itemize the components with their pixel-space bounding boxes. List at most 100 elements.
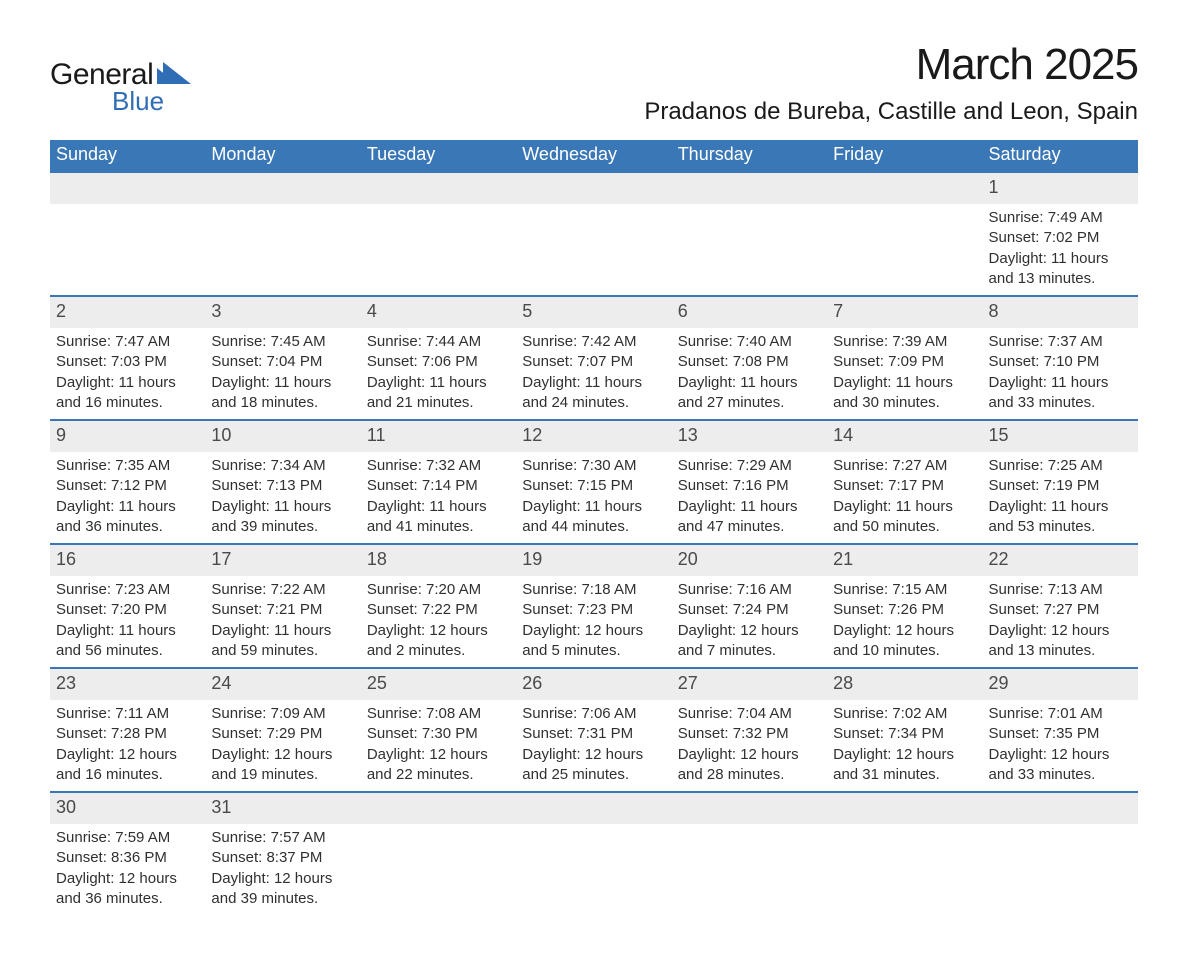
daylight-line-2: and 16 minutes. bbox=[56, 765, 199, 785]
daylight-line-2: and 27 minutes. bbox=[678, 393, 821, 413]
day-body-cell: Sunrise: 7:18 AMSunset: 7:23 PMDaylight:… bbox=[516, 576, 671, 667]
day-header: Tuesday bbox=[361, 140, 516, 171]
day-number-cell bbox=[827, 793, 982, 824]
day-body-cell: Sunrise: 7:08 AMSunset: 7:30 PMDaylight:… bbox=[361, 700, 516, 791]
sunrise-text: Sunrise: 7:37 AM bbox=[989, 332, 1132, 352]
day-number: 15 bbox=[989, 425, 1009, 445]
daylight-line-1: Daylight: 11 hours bbox=[678, 373, 821, 393]
day-number-cell: 23 bbox=[50, 669, 205, 700]
daylight-line-2: and 13 minutes. bbox=[989, 641, 1132, 661]
day-body-cell bbox=[827, 204, 982, 295]
day-number: 23 bbox=[56, 673, 76, 693]
daylight-line-1: Daylight: 11 hours bbox=[56, 621, 199, 641]
day-body-cell bbox=[205, 204, 360, 295]
day-number: 3 bbox=[211, 301, 221, 321]
daylight-line-2: and 47 minutes. bbox=[678, 517, 821, 537]
day-number-cell: 20 bbox=[672, 545, 827, 576]
daylight-line-1: Daylight: 11 hours bbox=[211, 373, 354, 393]
day-body-cell: Sunrise: 7:57 AMSunset: 8:37 PMDaylight:… bbox=[205, 824, 360, 915]
day-number: 9 bbox=[56, 425, 66, 445]
sunset-text: Sunset: 7:02 PM bbox=[989, 228, 1132, 248]
sunrise-text: Sunrise: 7:44 AM bbox=[367, 332, 510, 352]
day-header: Wednesday bbox=[516, 140, 671, 171]
daylight-line-2: and 24 minutes. bbox=[522, 393, 665, 413]
day-number: 26 bbox=[522, 673, 542, 693]
sunrise-text: Sunrise: 7:04 AM bbox=[678, 704, 821, 724]
day-body-cell: Sunrise: 7:34 AMSunset: 7:13 PMDaylight:… bbox=[205, 452, 360, 543]
day-number-cell bbox=[361, 173, 516, 204]
sunset-text: Sunset: 7:12 PM bbox=[56, 476, 199, 496]
day-number-cell bbox=[672, 793, 827, 824]
day-number: 18 bbox=[367, 549, 387, 569]
sunset-text: Sunset: 7:26 PM bbox=[833, 600, 976, 620]
day-body-cell bbox=[361, 824, 516, 915]
calendar-body-row: Sunrise: 7:47 AMSunset: 7:03 PMDaylight:… bbox=[50, 328, 1138, 419]
sunset-text: Sunset: 7:03 PM bbox=[56, 352, 199, 372]
day-number: 22 bbox=[989, 549, 1009, 569]
day-header: Sunday bbox=[50, 140, 205, 171]
calendar-daynum-row: 16171819202122 bbox=[50, 543, 1138, 576]
day-body-cell: Sunrise: 7:45 AMSunset: 7:04 PMDaylight:… bbox=[205, 328, 360, 419]
daylight-line-1: Daylight: 11 hours bbox=[522, 373, 665, 393]
page-header: General Blue March 2025 Pradanos de Bure… bbox=[50, 40, 1138, 126]
day-number: 7 bbox=[833, 301, 843, 321]
sunrise-text: Sunrise: 7:57 AM bbox=[211, 828, 354, 848]
sunrise-text: Sunrise: 7:59 AM bbox=[56, 828, 199, 848]
daylight-line-2: and 33 minutes. bbox=[989, 393, 1132, 413]
day-body-cell: Sunrise: 7:27 AMSunset: 7:17 PMDaylight:… bbox=[827, 452, 982, 543]
daylight-line-1: Daylight: 11 hours bbox=[678, 497, 821, 517]
day-body-cell: Sunrise: 7:59 AMSunset: 8:36 PMDaylight:… bbox=[50, 824, 205, 915]
day-number-cell bbox=[672, 173, 827, 204]
day-body-cell: Sunrise: 7:42 AMSunset: 7:07 PMDaylight:… bbox=[516, 328, 671, 419]
day-number-cell bbox=[516, 793, 671, 824]
day-number-cell bbox=[516, 173, 671, 204]
calendar-body-row: Sunrise: 7:35 AMSunset: 7:12 PMDaylight:… bbox=[50, 452, 1138, 543]
daylight-line-2: and 22 minutes. bbox=[367, 765, 510, 785]
daylight-line-2: and 10 minutes. bbox=[833, 641, 976, 661]
day-body-cell: Sunrise: 7:49 AMSunset: 7:02 PMDaylight:… bbox=[983, 204, 1138, 295]
day-body-cell bbox=[361, 204, 516, 295]
sunrise-text: Sunrise: 7:20 AM bbox=[367, 580, 510, 600]
day-number-cell: 11 bbox=[361, 421, 516, 452]
calendar-grid: Sunday Monday Tuesday Wednesday Thursday… bbox=[50, 140, 1138, 915]
day-number-cell: 15 bbox=[983, 421, 1138, 452]
sunset-text: Sunset: 7:21 PM bbox=[211, 600, 354, 620]
day-body-cell bbox=[672, 824, 827, 915]
day-body-cell: Sunrise: 7:44 AMSunset: 7:06 PMDaylight:… bbox=[361, 328, 516, 419]
day-number-cell: 5 bbox=[516, 297, 671, 328]
daylight-line-1: Daylight: 11 hours bbox=[522, 497, 665, 517]
daylight-line-2: and 59 minutes. bbox=[211, 641, 354, 661]
sunset-text: Sunset: 7:07 PM bbox=[522, 352, 665, 372]
day-body-cell: Sunrise: 7:39 AMSunset: 7:09 PMDaylight:… bbox=[827, 328, 982, 419]
daylight-line-1: Daylight: 12 hours bbox=[56, 745, 199, 765]
sunset-text: Sunset: 7:29 PM bbox=[211, 724, 354, 744]
daylight-line-1: Daylight: 11 hours bbox=[56, 497, 199, 517]
brand-triangle-icon bbox=[157, 62, 191, 89]
title-block: March 2025 Pradanos de Bureba, Castille … bbox=[644, 40, 1138, 126]
sunset-text: Sunset: 8:37 PM bbox=[211, 848, 354, 868]
day-number: 16 bbox=[56, 549, 76, 569]
calendar-daynum-row: 9101112131415 bbox=[50, 419, 1138, 452]
day-number: 25 bbox=[367, 673, 387, 693]
day-number-cell: 19 bbox=[516, 545, 671, 576]
daylight-line-2: and 53 minutes. bbox=[989, 517, 1132, 537]
day-number-cell: 9 bbox=[50, 421, 205, 452]
daylight-line-1: Daylight: 12 hours bbox=[367, 621, 510, 641]
daylight-line-1: Daylight: 12 hours bbox=[211, 869, 354, 889]
daylight-line-2: and 13 minutes. bbox=[989, 269, 1132, 289]
day-body-cell: Sunrise: 7:20 AMSunset: 7:22 PMDaylight:… bbox=[361, 576, 516, 667]
sunrise-text: Sunrise: 7:25 AM bbox=[989, 456, 1132, 476]
day-body-cell: Sunrise: 7:11 AMSunset: 7:28 PMDaylight:… bbox=[50, 700, 205, 791]
day-body-cell: Sunrise: 7:35 AMSunset: 7:12 PMDaylight:… bbox=[50, 452, 205, 543]
day-number: 24 bbox=[211, 673, 231, 693]
day-number: 5 bbox=[522, 301, 532, 321]
daylight-line-2: and 30 minutes. bbox=[833, 393, 976, 413]
daylight-line-2: and 21 minutes. bbox=[367, 393, 510, 413]
sunset-text: Sunset: 7:19 PM bbox=[989, 476, 1132, 496]
day-number-cell bbox=[827, 173, 982, 204]
day-body-cell bbox=[516, 204, 671, 295]
day-body-cell bbox=[827, 824, 982, 915]
daylight-line-2: and 28 minutes. bbox=[678, 765, 821, 785]
day-body-cell: Sunrise: 7:23 AMSunset: 7:20 PMDaylight:… bbox=[50, 576, 205, 667]
sunrise-text: Sunrise: 7:11 AM bbox=[56, 704, 199, 724]
